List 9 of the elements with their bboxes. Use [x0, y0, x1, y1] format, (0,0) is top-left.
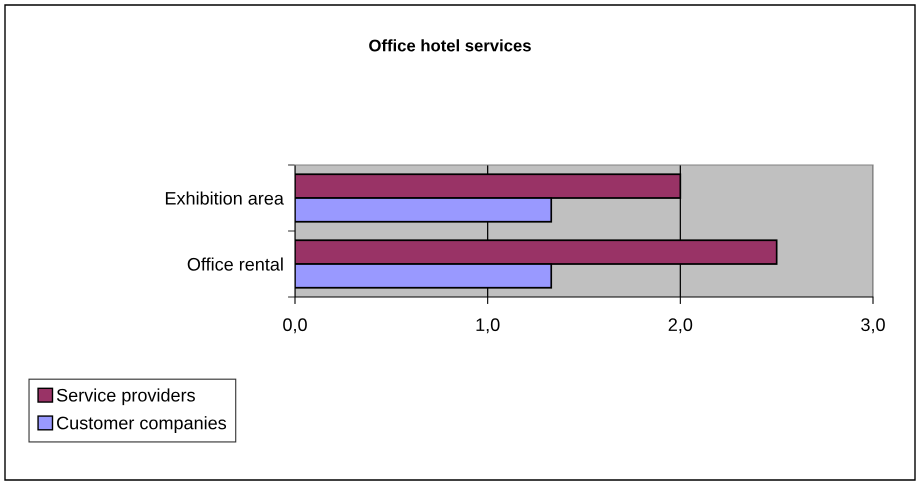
x-tick-label: 0,0: [283, 318, 307, 334]
x-tick-label: 3,0: [861, 318, 885, 334]
y-tick-label: Exhibition area: [166, 191, 284, 205]
legend-label: Customer companies: [57, 416, 226, 433]
y-tick-label: Office rental: [188, 257, 283, 271]
legend-label: Service providers: [56, 388, 195, 406]
x-tick-label: 1,0: [476, 318, 500, 334]
x-tick-label: 2,0: [668, 318, 692, 334]
chart-title: Office hotel services: [369, 39, 531, 52]
